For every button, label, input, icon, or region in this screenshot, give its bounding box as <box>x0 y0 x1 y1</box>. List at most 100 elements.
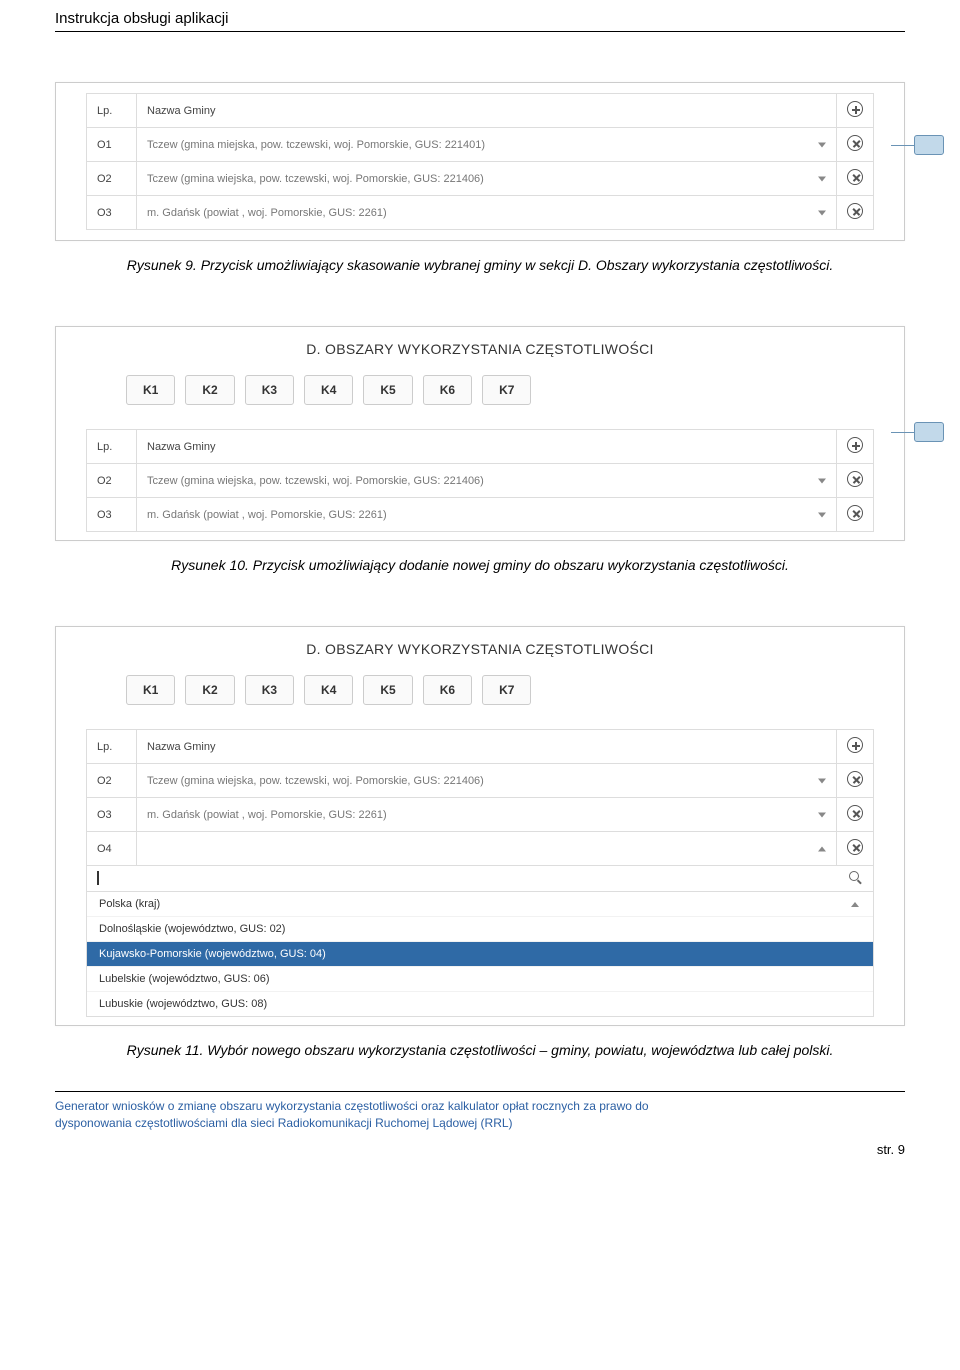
dropdown-panel: Polska (kraj)Dolnośląskie (województwo, … <box>86 865 874 1017</box>
delete-cell <box>837 196 874 230</box>
chevron-down-icon <box>818 512 826 517</box>
tab-k4[interactable]: K4 <box>304 675 353 705</box>
table-row: O3m. Gdańsk (powiat , woj. Pomorskie, GU… <box>87 498 874 532</box>
cell-lp: O3 <box>87 798 137 832</box>
close-icon[interactable] <box>847 471 863 487</box>
cell-lp: O2 <box>87 162 137 196</box>
chevron-down-icon <box>818 812 826 817</box>
tab-k7[interactable]: K7 <box>482 375 531 405</box>
cell-lp: O3 <box>87 196 137 230</box>
chevron-up-icon <box>851 902 859 907</box>
tab-k3[interactable]: K3 <box>245 675 294 705</box>
figure3-tbody: O2Tczew (gmina wiejska, pow. tczewski, w… <box>87 764 874 866</box>
gmina-select[interactable]: Tczew (gmina wiejska, pow. tczewski, woj… <box>137 464 837 498</box>
add-header-cell <box>837 94 874 128</box>
plus-icon[interactable] <box>847 437 863 453</box>
chevron-down-icon <box>818 176 826 181</box>
figure3-table: Lp. Nazwa Gminy O2Tczew (gmina wiejska, … <box>86 729 874 866</box>
tab-row: K1 K2 K3 K4 K5 K6 K7 <box>126 675 834 705</box>
figure2-caption: Rysunek 10. Przycisk umożliwiający dodan… <box>55 555 905 576</box>
plus-icon[interactable] <box>847 101 863 117</box>
tab-row: K1 K2 K3 K4 K5 K6 K7 <box>126 375 834 405</box>
gmina-select[interactable] <box>137 832 837 866</box>
dropdown-option[interactable]: Kujawsko-Pomorskie (województwo, GUS: 04… <box>87 941 873 966</box>
chevron-down-icon <box>818 778 826 783</box>
tab-k1[interactable]: K1 <box>126 675 175 705</box>
tab-k4[interactable]: K4 <box>304 375 353 405</box>
tab-k7[interactable]: K7 <box>482 675 531 705</box>
footer-line1: Generator wniosków o zmianę obszaru wyko… <box>55 1098 905 1115</box>
figure1-tbody: O1Tczew (gmina miejska, pow. tczewski, w… <box>87 128 874 230</box>
page-footer: Generator wniosków o zmianę obszaru wyko… <box>55 1091 905 1132</box>
tab-k2[interactable]: K2 <box>185 375 234 405</box>
dropdown-option[interactable]: Dolnośląskie (województwo, GUS: 02) <box>87 916 873 941</box>
close-icon[interactable] <box>847 203 863 219</box>
dropdown-option[interactable]: Lubuskie (województwo, GUS: 08) <box>87 991 873 1016</box>
col-lp: Lp. <box>87 94 137 128</box>
close-icon[interactable] <box>847 505 863 521</box>
close-icon[interactable] <box>847 169 863 185</box>
search-icon[interactable] <box>849 871 863 885</box>
tab-k3[interactable]: K3 <box>245 375 294 405</box>
page-number: str. 9 <box>55 1142 905 1157</box>
text-cursor <box>97 871 99 885</box>
table-row: O2Tczew (gmina wiejska, pow. tczewski, w… <box>87 464 874 498</box>
close-icon[interactable] <box>847 839 863 855</box>
delete-cell <box>837 832 874 866</box>
cell-lp: O1 <box>87 128 137 162</box>
search-row[interactable] <box>87 865 873 892</box>
chevron-up-icon <box>818 846 826 851</box>
table-row: O1Tczew (gmina miejska, pow. tczewski, w… <box>87 128 874 162</box>
table-row: O2Tczew (gmina wiejska, pow. tczewski, w… <box>87 764 874 798</box>
figure2-tbody: O2Tczew (gmina wiejska, pow. tczewski, w… <box>87 464 874 532</box>
figure1-caption: Rysunek 9. Przycisk umożliwiający skasow… <box>55 255 905 276</box>
delete-cell <box>837 464 874 498</box>
tab-k6[interactable]: K6 <box>423 375 472 405</box>
footer-line2: dysponowania częstotliwościami dla sieci… <box>55 1115 905 1132</box>
close-icon[interactable] <box>847 135 863 151</box>
gmina-select[interactable]: m. Gdańsk (powiat , woj. Pomorskie, GUS:… <box>137 798 837 832</box>
gmina-select[interactable]: Tczew (gmina miejska, pow. tczewski, woj… <box>137 128 837 162</box>
add-header-cell <box>837 430 874 464</box>
chevron-down-icon <box>818 210 826 215</box>
gmina-select[interactable]: Tczew (gmina wiejska, pow. tczewski, woj… <box>137 162 837 196</box>
figure1-screenshot: Lp. Nazwa Gminy O1Tczew (gmina miejska, … <box>55 82 905 241</box>
section-heading: D. OBSZARY WYKORZYSTANIA CZĘSTOTLIWOŚCI <box>86 341 874 357</box>
table-row: O2Tczew (gmina wiejska, pow. tczewski, w… <box>87 162 874 196</box>
delete-cell <box>837 498 874 532</box>
callout-box <box>914 422 944 442</box>
callout-box <box>914 135 944 155</box>
dropdown-option[interactable]: Polska (kraj) <box>87 892 873 916</box>
tab-k5[interactable]: K5 <box>363 675 412 705</box>
gmina-select[interactable]: m. Gdańsk (powiat , woj. Pomorskie, GUS:… <box>137 196 837 230</box>
dropdown-option[interactable]: Lubelskie (województwo, GUS: 06) <box>87 966 873 991</box>
tab-k6[interactable]: K6 <box>423 675 472 705</box>
table-row: O3m. Gdańsk (powiat , woj. Pomorskie, GU… <box>87 798 874 832</box>
col-lp: Lp. <box>87 730 137 764</box>
tab-k5[interactable]: K5 <box>363 375 412 405</box>
col-name: Nazwa Gminy <box>137 730 837 764</box>
cell-lp: O3 <box>87 498 137 532</box>
col-name: Nazwa Gminy <box>137 94 837 128</box>
add-header-cell <box>837 730 874 764</box>
delete-cell <box>837 764 874 798</box>
gmina-select[interactable]: m. Gdańsk (powiat , woj. Pomorskie, GUS:… <box>137 498 837 532</box>
table-row: O4 <box>87 832 874 866</box>
figure2-screenshot: D. OBSZARY WYKORZYSTANIA CZĘSTOTLIWOŚCI … <box>55 326 905 541</box>
gmina-select[interactable]: Tczew (gmina wiejska, pow. tczewski, woj… <box>137 764 837 798</box>
figure1-table: Lp. Nazwa Gminy O1Tczew (gmina miejska, … <box>86 93 874 230</box>
page-header: Instrukcja obsługi aplikacji <box>55 10 905 32</box>
figure2-table: Lp. Nazwa Gminy O2Tczew (gmina wiejska, … <box>86 429 874 532</box>
cell-lp: O2 <box>87 764 137 798</box>
plus-icon[interactable] <box>847 737 863 753</box>
tab-k1[interactable]: K1 <box>126 375 175 405</box>
options-list: Polska (kraj)Dolnośląskie (województwo, … <box>87 892 873 1016</box>
figure3-screenshot: D. OBSZARY WYKORZYSTANIA CZĘSTOTLIWOŚCI … <box>55 626 905 1026</box>
table-row: O3m. Gdańsk (powiat , woj. Pomorskie, GU… <box>87 196 874 230</box>
close-icon[interactable] <box>847 771 863 787</box>
chevron-down-icon <box>818 478 826 483</box>
section-heading: D. OBSZARY WYKORZYSTANIA CZĘSTOTLIWOŚCI <box>86 641 874 657</box>
close-icon[interactable] <box>847 805 863 821</box>
tab-k2[interactable]: K2 <box>185 675 234 705</box>
delete-cell <box>837 798 874 832</box>
